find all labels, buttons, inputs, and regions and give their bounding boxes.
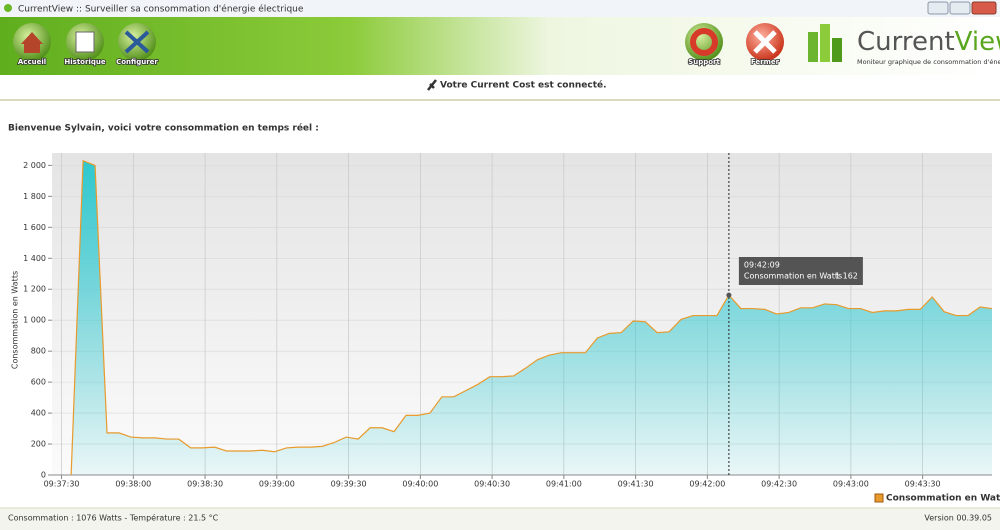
logo-tagline: Moniteur graphique de consommation d'éne… <box>857 58 1000 66</box>
x-tick-label: 09:42:00 <box>689 480 725 489</box>
y-axis-label: Consommation en Watts <box>11 271 20 369</box>
y-tick-label: 800 <box>31 347 46 356</box>
tooltip-box <box>738 257 863 285</box>
configure-button[interactable] <box>118 23 156 61</box>
y-tick-label: 0 <box>41 471 46 480</box>
x-tick-label: 09:37:30 <box>44 480 80 489</box>
history-button[interactable] <box>66 23 104 61</box>
x-tick-label: 09:43:30 <box>905 480 941 489</box>
home-button[interactable] <box>13 23 51 61</box>
x-tick-label: 09:41:30 <box>618 480 654 489</box>
x-tick-label: 09:43:00 <box>833 480 869 489</box>
connection-status: Votre Current Cost est connecté. <box>440 80 607 91</box>
tooltip-value: 1 162 <box>835 272 858 281</box>
footer-version: Version 00.39.05 <box>924 514 992 523</box>
y-tick-label: 400 <box>31 409 46 418</box>
button-label: Accueil <box>18 58 46 66</box>
lifebuoy-icon <box>690 28 718 56</box>
footer-info: Consommation : 1076 Watts - Température … <box>8 513 219 523</box>
close-app-button[interactable] <box>746 23 784 61</box>
x-tick-label: 09:38:30 <box>187 480 223 489</box>
app-icon <box>4 4 12 12</box>
tooltip-time: 09:42:09 <box>744 261 780 270</box>
x-tick-label: 09:39:30 <box>331 480 367 489</box>
y-tick-label: 1 800 <box>23 192 46 201</box>
chart: 0 200 400 600 800 1 000 1 200 1 400 1 600 1 800 2 … <box>23 153 1000 504</box>
welcome-text: Bienvenue Sylvain, voici votre consommat… <box>8 123 319 134</box>
y-tick-label: 1 000 <box>23 316 46 325</box>
hover-point <box>726 292 732 298</box>
plug-icon <box>427 79 437 91</box>
x-tick-label: 09:38:00 <box>115 480 151 489</box>
title-bar <box>0 0 1000 17</box>
close-button[interactable] <box>971 1 997 15</box>
x-tick-label: 09:42:30 <box>761 480 797 489</box>
y-tick-label: 1 400 <box>23 254 46 263</box>
x-tick-label: 09:40:30 <box>474 480 510 489</box>
tools-icon <box>124 30 150 54</box>
restore-button[interactable] <box>949 1 971 15</box>
button-label: Configurer <box>116 58 158 66</box>
x-tick-label: 09:41:00 <box>546 480 582 489</box>
x-icon <box>753 30 777 54</box>
logo-part: View <box>955 27 1000 57</box>
y-tick-label: 2 000 <box>23 161 46 170</box>
doc-icon <box>75 31 95 53</box>
area <box>71 160 992 475</box>
logo-name: CurrentView <box>857 27 1000 57</box>
button-label: Support <box>688 58 720 66</box>
tooltip-series: Consommation en Watts <box>744 272 842 281</box>
legend-swatch <box>874 493 884 503</box>
y-tick-label: 600 <box>31 378 46 387</box>
line <box>70 159 993 476</box>
logo-part: Current <box>857 27 955 57</box>
x-tick-label: 09:40:00 <box>402 480 438 489</box>
button-label: Historique <box>64 58 105 66</box>
y-tick-label: 1 600 <box>23 223 46 232</box>
logo-icon <box>808 24 842 62</box>
status-bar <box>0 508 1000 530</box>
y-tick-label: 1 200 <box>23 285 46 294</box>
house-icon <box>21 32 43 53</box>
minimize-button[interactable] <box>927 1 949 15</box>
window-title: CurrentView :: Surveiller sa consommatio… <box>18 4 304 15</box>
y-tick-label: 200 <box>31 440 46 449</box>
support-button[interactable] <box>685 23 723 61</box>
x-tick-label: 09:39:00 <box>259 480 295 489</box>
button-label: Fermer <box>751 58 780 66</box>
legend-label: Consommation en Watts <box>886 494 1000 504</box>
